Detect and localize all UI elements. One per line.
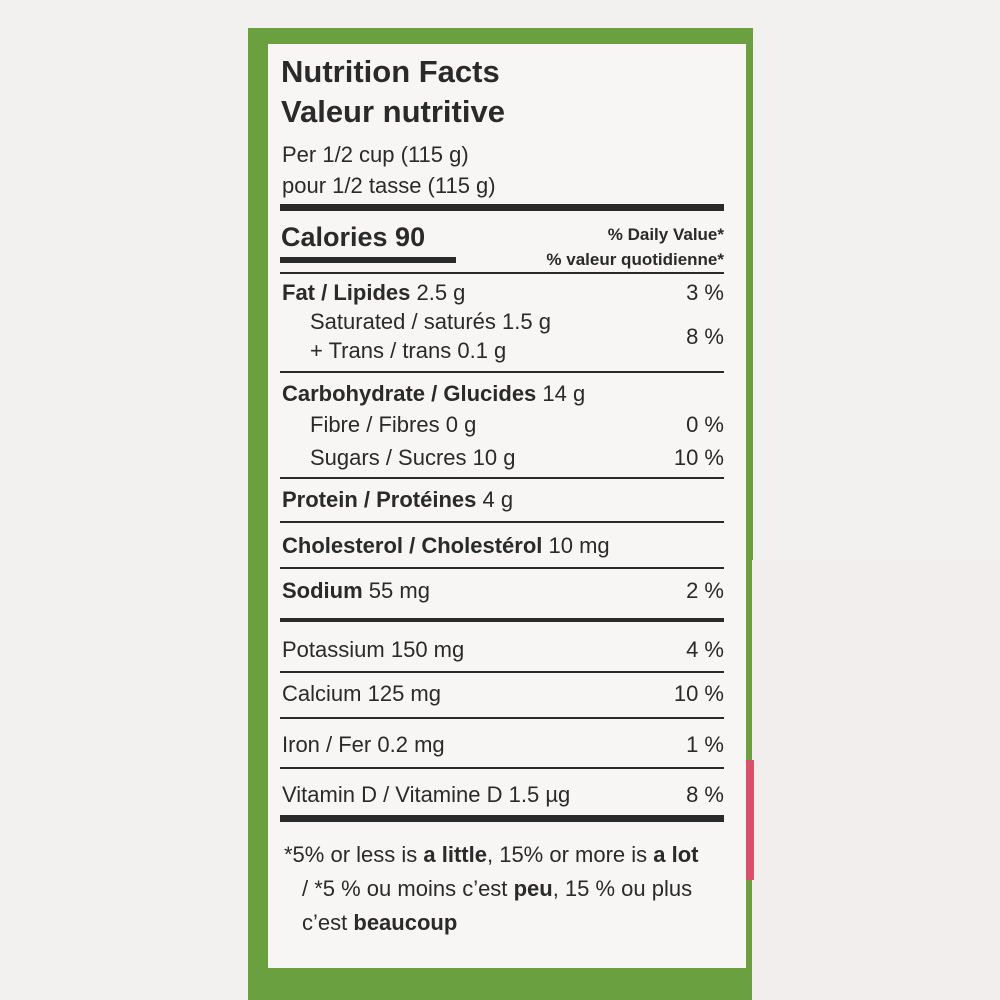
daily-value: % Daily Value*	[607, 225, 724, 244]
footnote-text: , 15 % ou plus c’est	[302, 876, 693, 935]
row: Sodium 55 mg	[282, 578, 430, 604]
serving: Per 1/2 cup (115 g)	[282, 142, 469, 167]
dv: 10 %	[673, 681, 724, 706]
nutrient: Fat / Lipides	[282, 280, 411, 305]
row: Cholesterol / Cholestérol 10 mg	[282, 533, 610, 559]
rule	[280, 204, 724, 211]
label	[268, 44, 746, 968]
footnote-text: *5% or less is	[284, 842, 418, 867]
row: Saturated / saturés 1.5 g	[310, 309, 551, 335]
amount: 1.5 g	[502, 309, 551, 334]
dv: 10 %	[673, 445, 724, 470]
rule	[280, 567, 724, 569]
title-fr: Valeur nutritive	[281, 94, 505, 129]
dv: 4 %	[686, 637, 724, 662]
nutrient: Sodium	[282, 578, 363, 603]
footnote-text: , 15% or more is	[486, 842, 648, 867]
row: Fat / Lipides 2.5 g	[282, 280, 465, 306]
amount: 1.5 µg	[508, 782, 571, 807]
nutrient: Saturated / saturés	[310, 309, 496, 334]
row: Sugars / Sucres 10 g	[310, 445, 515, 471]
row: Calcium 125 mg	[282, 681, 441, 707]
background-pink	[752, 560, 1000, 1000]
daily-value-fr: % valeur quotidienne*	[546, 250, 724, 269]
rule	[280, 815, 724, 822]
title: Nutrition Facts	[281, 54, 500, 89]
amount: 14 g	[542, 381, 586, 406]
dv: 8 %	[686, 324, 724, 349]
row: + Trans / trans 0.1 g	[310, 338, 506, 364]
nutrient: Calcium	[282, 681, 362, 706]
row: Potassium 150 mg	[282, 637, 464, 663]
nutrient: Vitamin D / Vitamine D	[282, 782, 503, 807]
rule	[280, 272, 724, 274]
footnote-bold: a little	[423, 842, 487, 867]
footnote-bold: beaucoup	[353, 910, 458, 935]
footnote-bold: peu	[513, 876, 553, 901]
nutrient: Iron / Fer	[282, 732, 372, 757]
amount: 10 g	[472, 445, 516, 470]
amount: 2.5 g	[416, 280, 466, 305]
amount: 55 mg	[368, 578, 430, 603]
amount: 0 g	[445, 412, 477, 437]
amount: 150 mg	[390, 637, 465, 662]
dv: 1 %	[686, 732, 724, 757]
serving-fr: pour 1/2 tasse (115 g)	[282, 173, 496, 198]
row: Carbohydrate / Glucides 14 g	[282, 381, 585, 407]
amount: 0.1 g	[457, 338, 507, 363]
rule	[280, 257, 456, 263]
row: Iron / Fer 0.2 mg	[282, 732, 445, 758]
dv: 3 %	[686, 280, 724, 305]
footnote-text: / *5 % ou moins c’est	[302, 876, 508, 901]
rule	[280, 618, 724, 622]
rule	[280, 717, 724, 719]
nutrient: + Trans / trans	[310, 338, 452, 363]
footnote: *5% or less is a little, 15% or more is …	[284, 838, 702, 940]
row: Fibre / Fibres 0 g	[310, 412, 476, 438]
amount: 10 mg	[548, 533, 610, 558]
rule	[280, 767, 724, 769]
nutrient: Fibre / Fibres	[310, 412, 440, 437]
nutrient: Sugars / Sucres	[310, 445, 467, 470]
footnote-bold: a lot	[653, 842, 699, 867]
nutrient: Cholesterol / Cholestérol	[282, 533, 543, 558]
amount: 0.2 mg	[377, 732, 445, 757]
amount: 125 mg	[367, 681, 441, 706]
rule	[280, 477, 724, 479]
rule	[280, 521, 724, 523]
row: Vitamin D / Vitamine D 1.5 µg	[282, 782, 570, 808]
calories: Calories 90	[281, 222, 426, 252]
nutrient: Protein / Protéines	[282, 487, 477, 512]
amount: 4 g	[482, 487, 514, 512]
dv: 0 %	[686, 412, 724, 437]
rule	[280, 371, 724, 373]
rule	[280, 671, 724, 673]
dv: 2 %	[686, 578, 724, 603]
dv: 8 %	[686, 782, 724, 807]
row: Protein / Protéines 4 g	[282, 487, 513, 513]
nutrient: Carbohydrate / Glucides	[282, 381, 537, 406]
nutrient: Potassium	[282, 637, 385, 662]
